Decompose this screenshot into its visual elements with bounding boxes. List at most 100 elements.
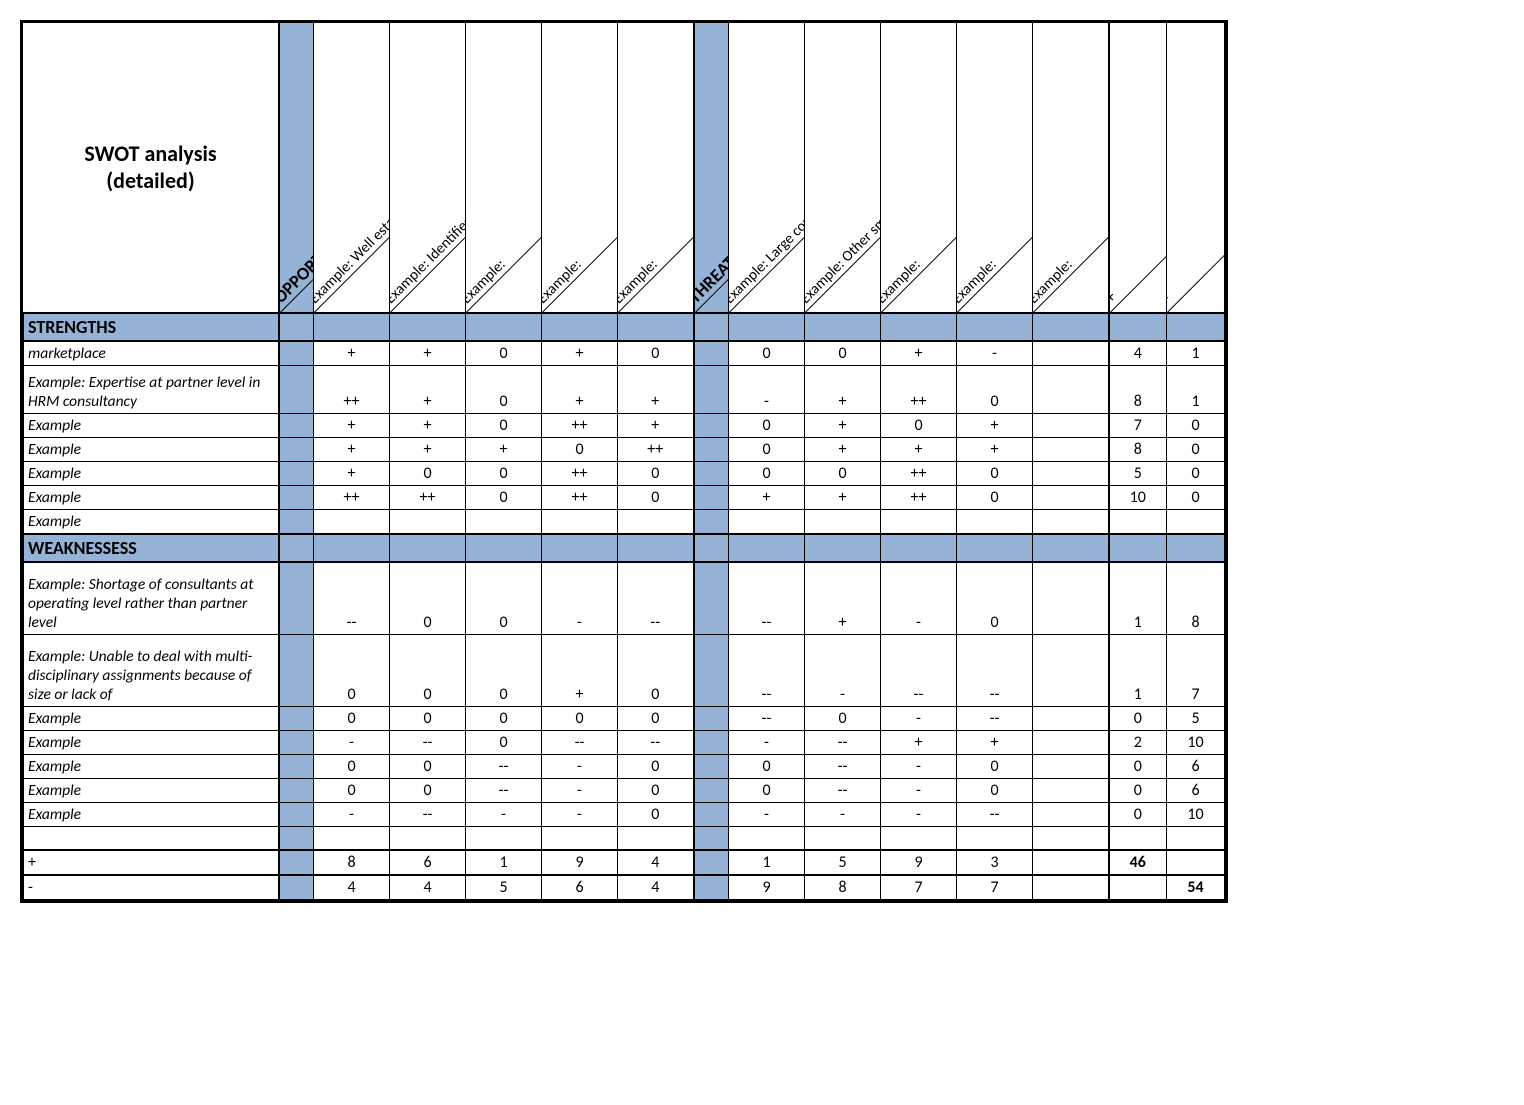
totals-minus-opp-1: 4 [390, 875, 466, 900]
strength-row-2-opp-2: 0 [466, 414, 542, 438]
weakness-row-1-plus: 1 [1109, 634, 1167, 706]
strength-row-4-thr-3: 0 [957, 462, 1033, 486]
totals-minus-thr-0: 9 [729, 875, 805, 900]
weakness-row-7-thr-0 [729, 826, 805, 850]
weakness-row-2-thr-4 [1033, 706, 1109, 730]
strength-row-2-thr-2: 0 [881, 414, 957, 438]
totals-plus-opp-1: 6 [390, 850, 466, 875]
threats-label: THREATHS [694, 23, 729, 312]
strength-row-5-minus: 0 [1167, 486, 1225, 510]
totals-plus-label: + [24, 850, 279, 875]
weakness-row-0: Example: Shortage of consultants at oper… [24, 562, 1225, 634]
opp-header-cell: OPPORTUNITIES [279, 23, 314, 313]
title-cell: SWOT analysis (detailed) [24, 23, 279, 313]
totals-plus-thr-2: 9 [881, 850, 957, 875]
weakness-row-3-thr-1: -- [805, 730, 881, 754]
opp-col-2: Example: [466, 23, 542, 313]
opp-col-0: Example: Well established position with … [314, 23, 390, 313]
weakness-row-6-thr-0: - [729, 802, 805, 826]
totals-plus-opp-2: 1 [466, 850, 542, 875]
strength-row-1-thr-3: 0 [957, 366, 1033, 414]
weakness-row-5-label: Example [24, 778, 279, 802]
weakness-row-3-plus: 2 [1109, 730, 1167, 754]
thr-header-cell: THREATHS [694, 23, 729, 313]
strength-row-3-opp-4: ++ [618, 438, 694, 462]
weakness-row-1-opp-0: 0 [314, 634, 390, 706]
weakness-row-1-label: Example: Unable to deal with multi-disci… [24, 634, 279, 706]
strength-row-6-plus [1109, 510, 1167, 535]
weakness-row-0-opp-3: - [542, 562, 618, 634]
strength-row-3-label: Example [24, 438, 279, 462]
weakness-row-0-opp-1: 0 [390, 562, 466, 634]
weakness-row-4-thr-0: 0 [729, 754, 805, 778]
strength-row-2-opp-4: + [618, 414, 694, 438]
strength-row-4-label: Example [24, 462, 279, 486]
weakness-row-3-opp-4: -- [618, 730, 694, 754]
weaknesses-header: WEAKNESSESS [24, 534, 1225, 562]
strength-row-1-opp-4: + [618, 366, 694, 414]
weakness-row-2-thr-0: -- [729, 706, 805, 730]
weakness-row-6-thr-2: - [881, 802, 957, 826]
weakness-row-4-thr-3: 0 [957, 754, 1033, 778]
totals-plus-thr-4 [1033, 850, 1109, 875]
totals-minus-opp-2: 5 [466, 875, 542, 900]
strength-row-1-opp-3: + [542, 366, 618, 414]
weakness-row-4-opp-3: - [542, 754, 618, 778]
opp-col-4: Example: [618, 23, 694, 313]
weakness-row-1-thr-4 [1033, 634, 1109, 706]
strength-row-1-opp-2: 0 [466, 366, 542, 414]
weakness-row-1-thr-3: -- [957, 634, 1033, 706]
weakness-row-5-thr-1: -- [805, 778, 881, 802]
totals-plus: +86194159346 [24, 850, 1225, 875]
weakness-row-7-opp-2 [466, 826, 542, 850]
totals-minus-thr-4 [1033, 875, 1109, 900]
weakness-row-7-thr-3 [957, 826, 1033, 850]
weakness-row-4-opp-0: 0 [314, 754, 390, 778]
strength-row-6-opp-1 [390, 510, 466, 535]
swot-frame: SWOT analysis (detailed) OPPORTUNITIES E… [20, 20, 1228, 903]
strength-row-0-thr-1: 0 [805, 341, 881, 366]
weakness-row-3-thr-2: + [881, 730, 957, 754]
totals-minus-label: - [24, 875, 279, 900]
weakness-row-2-opp-1: 0 [390, 706, 466, 730]
thr-col-0: Example: Large consultancies operating a… [729, 23, 805, 313]
weakness-row-3-thr-4 [1033, 730, 1109, 754]
weakness-row-0-opp-0: -- [314, 562, 390, 634]
strength-row-1-label: Example: Expertise at partner level in H… [24, 366, 279, 414]
strength-row-5-opp-0: ++ [314, 486, 390, 510]
weakness-row-2-opp-0: 0 [314, 706, 390, 730]
strength-row-5-opp-1: ++ [390, 486, 466, 510]
weakness-row-4-thr-1: -- [805, 754, 881, 778]
weakness-row-0-thr-0: -- [729, 562, 805, 634]
strength-row-5-opp-3: ++ [542, 486, 618, 510]
strength-row-2-opp-3: ++ [542, 414, 618, 438]
weakness-row-7-opp-3 [542, 826, 618, 850]
weakness-row-1-opp-3: + [542, 634, 618, 706]
weakness-row-2-opp-3: 0 [542, 706, 618, 730]
strength-row-0-thr-0: 0 [729, 341, 805, 366]
strength-row-5: Example++++0++0++++0100 [24, 486, 1225, 510]
strength-row-0-label: marketplace [24, 341, 279, 366]
weakness-row-7-thr-2 [881, 826, 957, 850]
weakness-row-6-opp-1: -- [390, 802, 466, 826]
weakness-row-3: Example---0-------++210 [24, 730, 1225, 754]
weakness-row-1-opp-1: 0 [390, 634, 466, 706]
strength-row-2-thr-4 [1033, 414, 1109, 438]
totals-minus-minus: 54 [1167, 875, 1225, 900]
totals-plus-opp-4: 4 [618, 850, 694, 875]
weakness-row-4-thr-4 [1033, 754, 1109, 778]
strength-row-6-opp-0 [314, 510, 390, 535]
weakness-row-1-thr-1: - [805, 634, 881, 706]
weakness-row-3-minus: 10 [1167, 730, 1225, 754]
weakness-row-3-thr-0: - [729, 730, 805, 754]
weakness-row-0-minus: 8 [1167, 562, 1225, 634]
strength-row-6-thr-3 [957, 510, 1033, 535]
weakness-row-3-opp-0: - [314, 730, 390, 754]
weakness-row-4: Example00---00---006 [24, 754, 1225, 778]
weakness-row-4-opp-2: -- [466, 754, 542, 778]
opp-col-3: Example: [542, 23, 618, 313]
strength-row-5-label: Example [24, 486, 279, 510]
weakness-row-7-plus [1109, 826, 1167, 850]
title-line1: SWOT analysis [84, 140, 216, 167]
strength-row-6-opp-4 [618, 510, 694, 535]
